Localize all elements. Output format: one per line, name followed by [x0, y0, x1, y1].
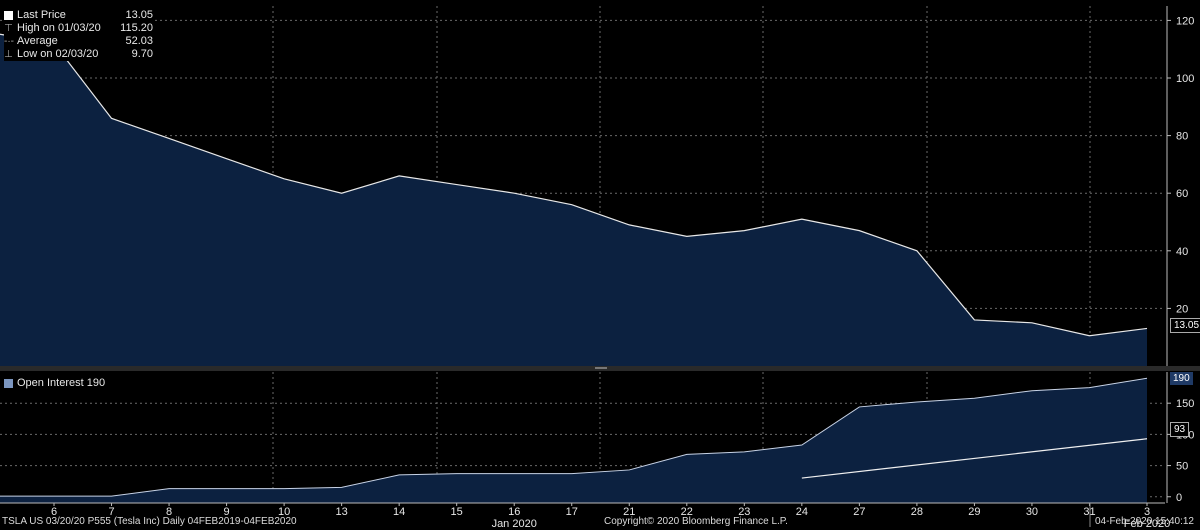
low-marker-icon: ⊥: [4, 49, 13, 60]
x-tick-label: 31: [1083, 506, 1095, 518]
legend-label: Last Price: [17, 9, 66, 21]
x-tick-label: 29: [968, 506, 980, 518]
secondary-series-line: [801, 438, 1148, 479]
x-tick-label: 24: [796, 506, 808, 518]
x-month-label: Jan 2020: [492, 518, 537, 530]
legend-row-last-price: Last Price 13.05: [4, 9, 153, 22]
price-series-line: [0, 33, 1148, 337]
open-interest-swatch-icon: [4, 379, 13, 388]
y-tick-label: 150: [1176, 398, 1194, 410]
footer-security: TSLA US 03/20/20 P555 (Tesla Inc) Daily …: [2, 516, 297, 527]
x-tick-label: 13: [336, 506, 348, 518]
legend-value: 13.05: [125, 9, 153, 21]
x-tick-label: 30: [1026, 506, 1038, 518]
x-tick-label: 14: [393, 506, 405, 518]
x-tick-label: 8: [166, 506, 172, 518]
y-tick-label: 120: [1176, 15, 1194, 27]
x-month-label: Feb 2020: [1124, 518, 1170, 530]
legend-row-low: ⊥ Low on 02/03/20 9.70: [4, 48, 153, 61]
footer-timestamp: 04-Feb-2020 15:40:12: [1095, 516, 1194, 527]
x-tick-label: 15: [451, 506, 463, 518]
legend-value: 9.70: [131, 48, 153, 60]
last-price-swatch-icon: [4, 11, 13, 20]
legend-row-average: -·- Average 52.03: [4, 35, 153, 48]
y-tick-label: 100: [1176, 73, 1194, 85]
high-marker-icon: ⊤: [4, 23, 13, 34]
legend-label: Low on 02/03/20: [17, 48, 99, 60]
x-tick-label: 17: [566, 506, 578, 518]
y-tick-label: 60: [1176, 188, 1188, 200]
legend-value: 115.20: [120, 22, 153, 34]
last-price-tag: 13.05: [1170, 318, 1200, 333]
average-marker-icon: -·-: [4, 36, 14, 47]
open-interest-legend: Open Interest 190: [4, 377, 106, 390]
x-tick-label: 21: [623, 506, 635, 518]
x-tick-label: 9: [224, 506, 230, 518]
legend-label: Open Interest 190: [17, 377, 106, 389]
x-tick-label: 22: [681, 506, 693, 518]
x-tick-label: 27: [853, 506, 865, 518]
open-interest-area: [0, 378, 1147, 503]
legend-value: 52.03: [125, 35, 153, 47]
x-tick-label: 10: [278, 506, 290, 518]
y-tick-label: 0: [1176, 492, 1182, 504]
y-tick-label: 40: [1176, 246, 1188, 258]
x-tick-label: 7: [108, 506, 114, 518]
x-tick-label: 3: [1144, 506, 1150, 518]
x-tick-label: 28: [911, 506, 923, 518]
legend-label: High on 01/03/20: [17, 22, 101, 34]
open-interest-tag: 190: [1170, 372, 1193, 385]
oi-line-tag: 93: [1170, 422, 1190, 437]
footer-copyright: Copyright© 2020 Bloomberg Finance L.P.: [604, 516, 788, 527]
legend-row-high: ⊤ High on 01/03/20 115.20: [4, 22, 153, 35]
price-legend: Last Price 13.05 ⊤ High on 01/03/20 115.…: [4, 9, 153, 61]
x-tick-label: 23: [738, 506, 750, 518]
y-tick-label: 50: [1176, 461, 1188, 473]
panel-resize-handle-icon: [595, 367, 607, 369]
legend-label: Average: [17, 35, 58, 47]
price-area: [0, 34, 1147, 366]
y-tick-label: 80: [1176, 131, 1188, 143]
x-tick-label: 6: [51, 506, 57, 518]
open-interest-line: [0, 377, 1148, 497]
legend-row-open-interest: Open Interest 190: [4, 377, 105, 390]
x-tick-label: 16: [508, 506, 520, 518]
y-tick-label: 20: [1176, 303, 1188, 315]
